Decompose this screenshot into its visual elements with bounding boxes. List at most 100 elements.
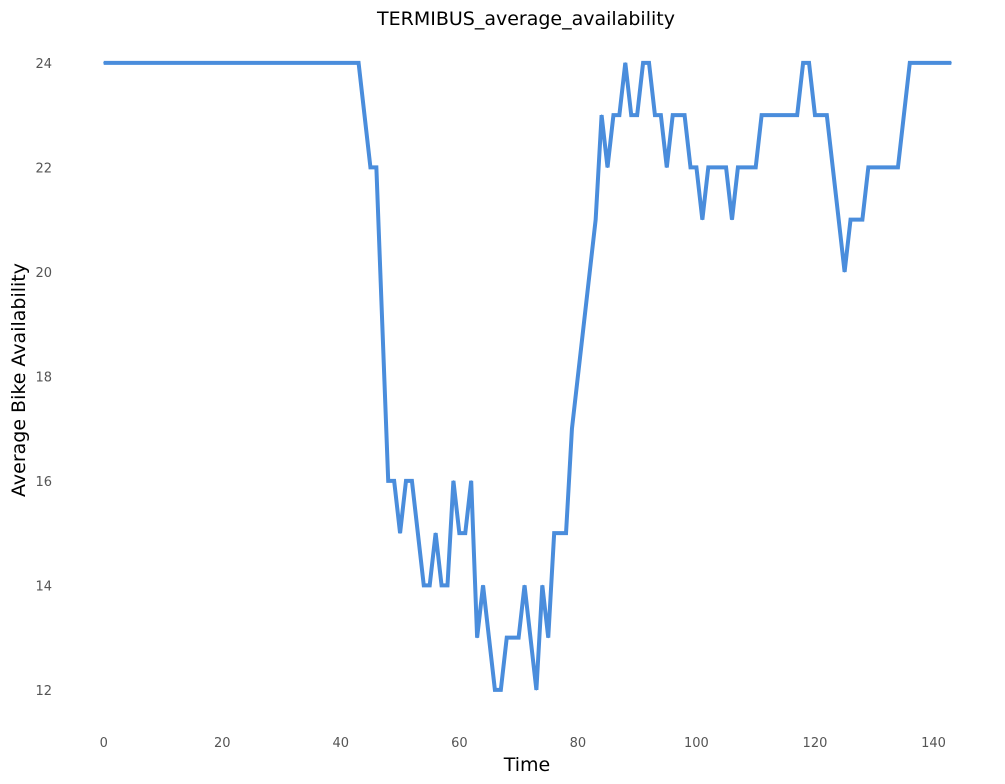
data-point xyxy=(488,637,490,639)
data-point xyxy=(186,62,188,64)
data-point xyxy=(405,480,407,482)
series-points xyxy=(103,62,952,691)
data-point xyxy=(399,532,401,534)
data-point xyxy=(921,62,923,64)
data-point xyxy=(612,114,615,116)
data-point xyxy=(239,62,241,64)
data-point xyxy=(363,114,366,116)
data-point xyxy=(719,166,721,168)
data-point xyxy=(820,114,822,116)
data-point xyxy=(120,62,123,64)
y-axis-label: Average Bike Availability xyxy=(8,263,30,497)
data-point xyxy=(678,114,680,116)
data-point xyxy=(624,62,626,64)
data-point xyxy=(103,62,105,64)
data-point xyxy=(269,62,271,64)
data-point xyxy=(938,62,941,64)
data-point xyxy=(903,114,905,116)
data-point xyxy=(654,114,656,116)
y-tick-label: 16 xyxy=(35,475,52,490)
data-point xyxy=(636,114,638,116)
data-point xyxy=(138,62,140,64)
data-point xyxy=(595,219,597,221)
data-point xyxy=(310,62,312,64)
data-point xyxy=(263,62,265,64)
data-point xyxy=(867,166,869,168)
data-point xyxy=(832,166,834,168)
data-point xyxy=(192,62,194,64)
data-point xyxy=(814,114,816,116)
data-point xyxy=(304,62,306,64)
x-tick-label: 140 xyxy=(921,736,946,751)
data-point xyxy=(203,62,206,64)
data-point xyxy=(926,62,929,64)
y-tick-label: 18 xyxy=(35,370,52,385)
y-axis-ticks: 12 14 16 18 20 22 24 xyxy=(35,57,52,699)
x-tick-label: 80 xyxy=(570,736,587,751)
data-point xyxy=(648,62,650,64)
data-point xyxy=(547,637,549,639)
x-tick-label: 60 xyxy=(451,736,468,751)
y-tick-label: 22 xyxy=(35,161,52,176)
y-tick-label: 20 xyxy=(35,266,52,281)
data-point xyxy=(689,166,692,168)
data-point xyxy=(666,166,668,168)
data-point xyxy=(683,114,686,116)
data-point xyxy=(826,114,828,116)
data-point xyxy=(245,62,247,64)
data-point xyxy=(464,532,466,534)
data-point xyxy=(844,271,846,273)
data-point xyxy=(156,62,158,64)
data-point xyxy=(695,166,698,168)
data-point xyxy=(796,114,798,116)
data-point xyxy=(891,166,893,168)
data-point xyxy=(944,62,946,64)
data-point xyxy=(529,637,532,639)
data-point xyxy=(494,689,496,691)
data-point xyxy=(849,219,852,221)
x-tick-label: 0 xyxy=(100,736,108,751)
data-point xyxy=(458,532,460,534)
data-point xyxy=(197,62,200,64)
x-tick-label: 120 xyxy=(803,736,828,751)
x-tick-label: 20 xyxy=(214,736,231,751)
data-point xyxy=(541,584,543,586)
data-point xyxy=(357,62,360,64)
data-point xyxy=(381,323,383,325)
data-point xyxy=(731,219,733,221)
data-point xyxy=(411,480,413,482)
data-point xyxy=(606,166,609,168)
data-point xyxy=(114,62,117,64)
data-point xyxy=(352,62,354,64)
data-point xyxy=(915,62,917,64)
data-point xyxy=(518,637,520,639)
data-point xyxy=(180,62,182,64)
data-point xyxy=(618,114,620,116)
data-point xyxy=(452,480,455,482)
data-point xyxy=(328,62,330,64)
data-point xyxy=(535,689,537,691)
x-tick-label: 100 xyxy=(684,736,709,751)
data-point xyxy=(885,166,887,168)
y-tick-label: 12 xyxy=(35,684,52,699)
data-point xyxy=(808,62,810,64)
data-point xyxy=(174,62,176,64)
data-point xyxy=(861,219,863,221)
data-point xyxy=(446,584,449,586)
data-point xyxy=(950,62,952,64)
data-point xyxy=(470,480,472,482)
data-point xyxy=(932,62,935,64)
data-point xyxy=(144,62,146,64)
y-tick-label: 24 xyxy=(35,57,52,72)
data-point xyxy=(251,62,253,64)
data-point xyxy=(227,62,229,64)
data-point xyxy=(909,62,911,64)
data-point xyxy=(802,62,804,64)
data-point xyxy=(725,166,727,168)
data-point xyxy=(440,584,443,586)
data-point xyxy=(482,584,484,586)
data-point xyxy=(766,114,769,116)
data-point xyxy=(334,62,336,64)
data-point xyxy=(743,166,745,168)
